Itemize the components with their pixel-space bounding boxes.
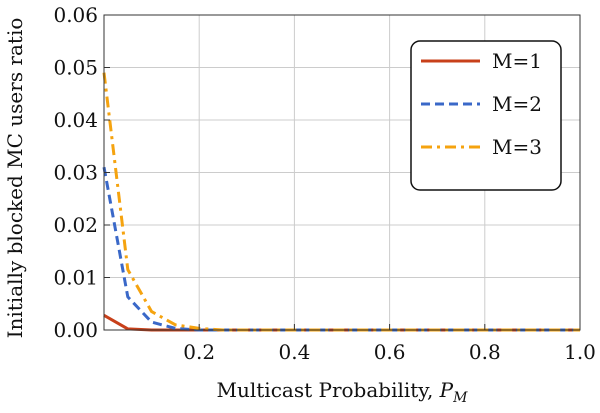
y-axis-title: Initially blocked MC users ratio [3,18,27,339]
y-tick-label: 0.03 [53,161,98,185]
x-tick-label: 0.8 [469,340,501,364]
legend-label-m2: M=2 [492,92,542,116]
y-tick-label: 0.01 [53,266,98,290]
series-line-m2 [102,166,580,332]
legend-label-m1: M=1 [492,49,542,73]
y-tick-label: 0.06 [53,3,98,27]
x-axis-title: Multicast Probability, PM [217,378,469,406]
x-axis-title-variable: P [439,378,454,402]
x-axis-title-text: Multicast Probability, [217,378,440,402]
x-tick-label: 1.0 [564,340,596,364]
legend: M=1 M=2 M=3 [410,40,562,191]
y-tick-label: 0.00 [53,318,98,342]
x-tick-label: 0.4 [278,340,310,364]
legend-label-m3: M=3 [492,135,542,159]
x-axis-title-subscript: M [452,390,468,406]
x-tick-label: 0.2 [183,340,215,364]
legend-box [410,40,562,191]
y-tick-label: 0.05 [53,56,98,80]
x-tick-label: 0.6 [374,340,406,364]
y-tick-label: 0.04 [53,108,98,132]
axis-ticks: 0.2 0.4 0.6 0.8 1.0 0.00 0.01 0.02 0.03 0.04 0.05 0… [53,3,595,364]
y-tick-label: 0.02 [53,213,98,237]
